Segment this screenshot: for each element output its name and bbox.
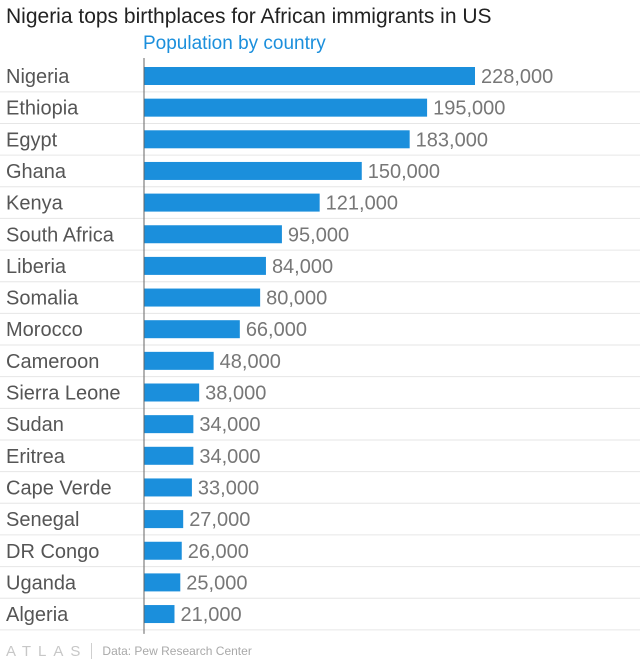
category-label: Somalia <box>6 288 79 310</box>
bar[interactable] <box>144 98 428 117</box>
category-label: Ghana <box>6 161 67 183</box>
gridlines <box>0 91 640 631</box>
bar[interactable] <box>144 288 261 307</box>
value-label: 21,000 <box>180 604 241 626</box>
bar[interactable] <box>144 415 194 434</box>
value-label: 84,000 <box>272 256 333 278</box>
category-label: Cameroon <box>6 351 99 373</box>
value-label: 150,000 <box>368 161 440 183</box>
bar[interactable] <box>144 541 182 560</box>
bar[interactable] <box>144 130 410 149</box>
bar[interactable] <box>144 605 175 624</box>
value-label: 228,000 <box>481 66 553 88</box>
bar[interactable] <box>144 225 282 244</box>
bar[interactable] <box>144 446 194 465</box>
category-label: Eritrea <box>6 446 66 468</box>
category-label: DR Congo <box>6 541 99 563</box>
atlas-logo[interactable]: ATLAS <box>6 642 88 660</box>
bar[interactable] <box>144 383 200 402</box>
value-label: 38,000 <box>205 383 266 405</box>
value-label: 183,000 <box>416 129 488 151</box>
footer-divider <box>91 643 93 659</box>
value-label: 95,000 <box>288 224 349 246</box>
value-label: 66,000 <box>246 319 307 341</box>
value-label: 25,000 <box>186 572 247 594</box>
bars <box>144 67 475 624</box>
category-label: Nigeria <box>6 66 70 88</box>
bar[interactable] <box>144 320 240 339</box>
value-label: 34,000 <box>199 446 260 468</box>
value-label: 48,000 <box>220 351 281 373</box>
value-label: 80,000 <box>266 288 327 310</box>
bar[interactable] <box>144 573 181 592</box>
bar[interactable] <box>144 478 192 497</box>
category-label: Liberia <box>6 256 67 278</box>
value-label: 34,000 <box>199 414 260 436</box>
source-note: Data: Pew Research Center <box>102 644 252 658</box>
value-label: 195,000 <box>433 98 505 120</box>
value-label: 121,000 <box>326 193 398 215</box>
category-label: Senegal <box>6 509 79 531</box>
footer: ATLAS Data: Pew Research Center <box>6 641 252 661</box>
category-label: Sudan <box>6 414 64 436</box>
bar-chart: Nigeria 228,000 Ethiopia 195,000 Egypt 183,00… <box>0 58 640 634</box>
bar[interactable] <box>144 510 184 529</box>
category-label: Ethiopia <box>6 98 79 120</box>
labels: Nigeria 228,000 Ethiopia 195,000 Egypt 183,00… <box>6 66 553 626</box>
chart-title: Nigeria tops birthplaces for African imm… <box>6 5 492 28</box>
category-label: Algeria <box>6 604 69 626</box>
category-label: Morocco <box>6 319 83 341</box>
bar[interactable] <box>144 351 214 370</box>
category-label: Cape Verde <box>6 477 112 499</box>
bar[interactable] <box>144 193 320 212</box>
bar[interactable] <box>144 161 362 180</box>
bar[interactable] <box>144 256 266 275</box>
value-label: 33,000 <box>198 477 259 499</box>
category-label: Sierra Leone <box>6 383 121 405</box>
category-label: Kenya <box>6 193 64 215</box>
category-label: Uganda <box>6 572 77 594</box>
value-label: 27,000 <box>189 509 250 531</box>
category-label: Egypt <box>6 129 58 151</box>
value-label: 26,000 <box>188 541 249 563</box>
chart-subtitle: Population by country <box>143 33 326 54</box>
bar[interactable] <box>144 67 475 85</box>
category-label: South Africa <box>6 224 115 246</box>
